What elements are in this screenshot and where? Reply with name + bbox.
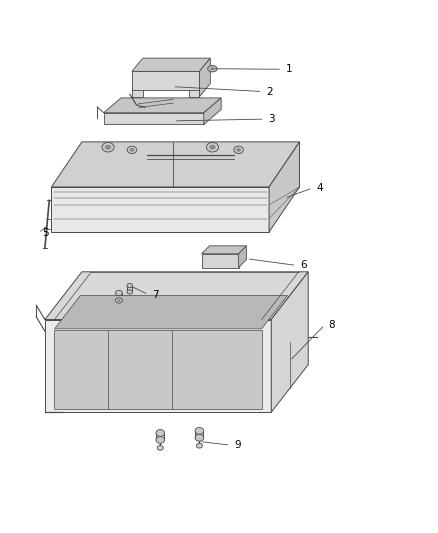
Ellipse shape bbox=[127, 284, 133, 288]
Ellipse shape bbox=[127, 290, 133, 294]
Ellipse shape bbox=[156, 430, 165, 437]
Ellipse shape bbox=[130, 148, 134, 152]
Text: 9: 9 bbox=[234, 440, 241, 450]
Ellipse shape bbox=[234, 146, 244, 154]
Polygon shape bbox=[132, 58, 210, 71]
Ellipse shape bbox=[196, 443, 202, 448]
Polygon shape bbox=[104, 113, 204, 124]
Polygon shape bbox=[188, 89, 199, 97]
Ellipse shape bbox=[195, 427, 204, 434]
Ellipse shape bbox=[117, 299, 120, 302]
Polygon shape bbox=[45, 319, 271, 413]
Polygon shape bbox=[239, 246, 247, 268]
Polygon shape bbox=[51, 142, 300, 187]
Ellipse shape bbox=[195, 434, 204, 441]
Ellipse shape bbox=[206, 142, 219, 152]
Polygon shape bbox=[204, 98, 221, 124]
Polygon shape bbox=[54, 330, 261, 409]
Polygon shape bbox=[132, 89, 143, 97]
Ellipse shape bbox=[210, 67, 215, 70]
Polygon shape bbox=[54, 295, 288, 329]
Polygon shape bbox=[45, 272, 308, 319]
Ellipse shape bbox=[102, 142, 114, 152]
Ellipse shape bbox=[116, 290, 122, 296]
Polygon shape bbox=[269, 142, 300, 232]
Ellipse shape bbox=[157, 446, 163, 450]
Ellipse shape bbox=[127, 146, 137, 154]
Polygon shape bbox=[201, 254, 239, 268]
Polygon shape bbox=[51, 187, 269, 232]
Text: 8: 8 bbox=[328, 320, 335, 330]
Text: 1: 1 bbox=[286, 64, 292, 74]
Ellipse shape bbox=[116, 298, 122, 303]
Ellipse shape bbox=[209, 145, 215, 150]
Polygon shape bbox=[132, 71, 199, 90]
Polygon shape bbox=[271, 272, 308, 413]
Polygon shape bbox=[104, 98, 221, 113]
Text: 7: 7 bbox=[152, 289, 159, 300]
Text: 4: 4 bbox=[316, 183, 323, 193]
Polygon shape bbox=[199, 58, 210, 97]
Text: 5: 5 bbox=[42, 228, 49, 238]
Text: 2: 2 bbox=[266, 86, 272, 96]
Ellipse shape bbox=[105, 145, 111, 150]
Ellipse shape bbox=[236, 148, 241, 152]
Ellipse shape bbox=[208, 66, 217, 72]
Text: 3: 3 bbox=[268, 114, 275, 124]
Polygon shape bbox=[145, 91, 188, 96]
Polygon shape bbox=[201, 246, 247, 254]
Ellipse shape bbox=[156, 437, 165, 443]
Text: 6: 6 bbox=[300, 261, 307, 270]
